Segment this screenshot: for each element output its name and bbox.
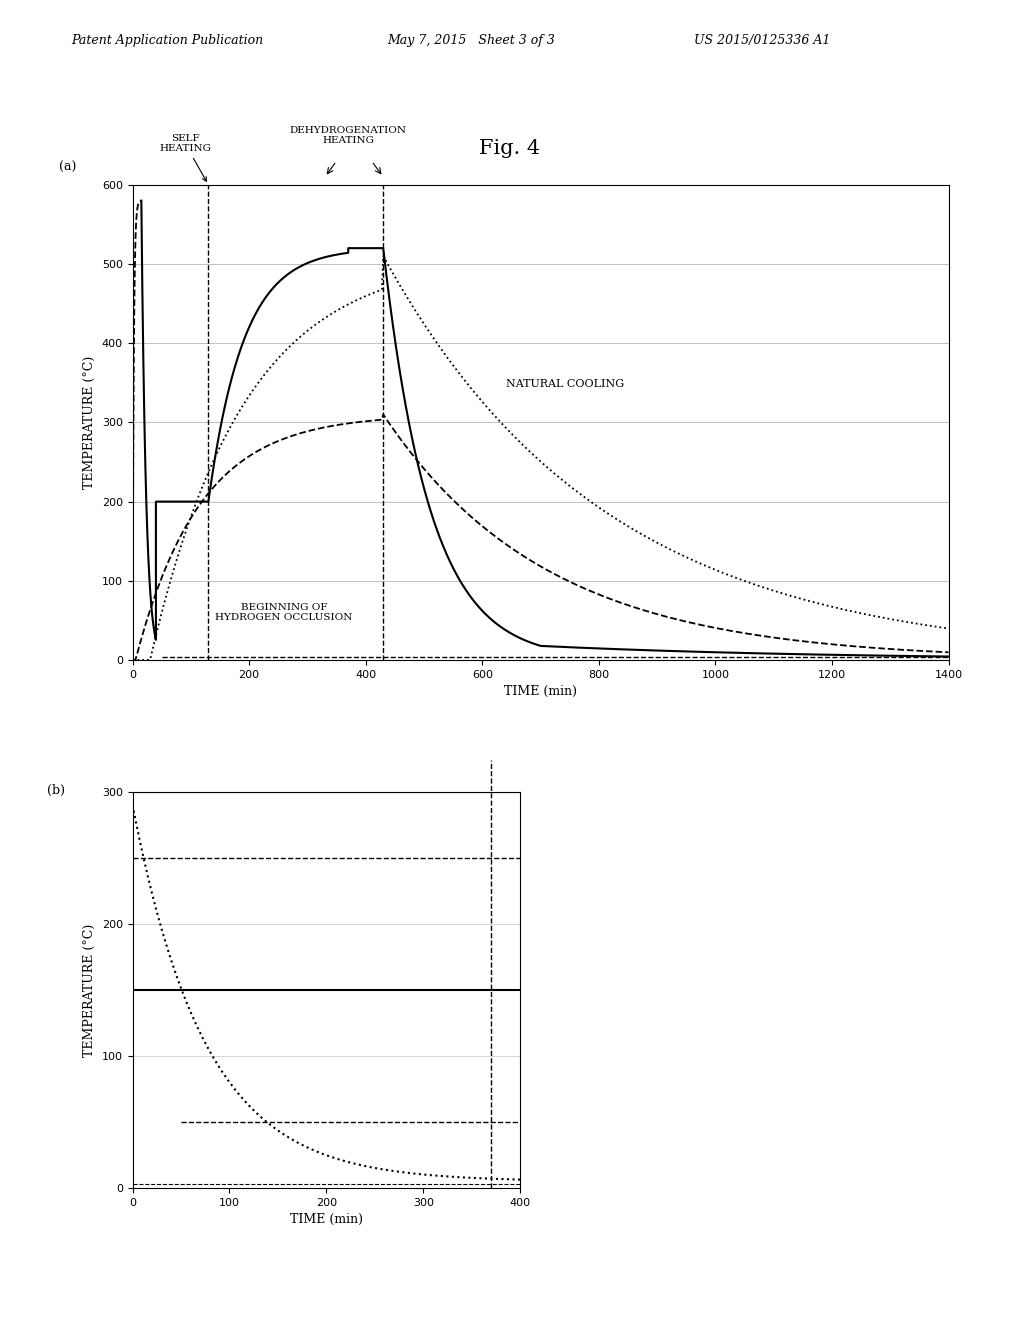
Text: (a): (a) — [59, 161, 76, 174]
X-axis label: TIME (min): TIME (min) — [289, 1213, 363, 1226]
X-axis label: TIME (min): TIME (min) — [503, 685, 577, 698]
Text: NATURAL COOLING: NATURAL COOLING — [505, 379, 624, 389]
Text: DEHYDROGENATION
HEATING: DEHYDROGENATION HEATING — [289, 125, 407, 145]
Text: US 2015/0125336 A1: US 2015/0125336 A1 — [693, 34, 829, 48]
Text: (b): (b) — [47, 784, 65, 797]
Text: BEGINNING OF
HYDROGEN OCCLUSION: BEGINNING OF HYDROGEN OCCLUSION — [215, 603, 353, 623]
Text: SELF
HEATING: SELF HEATING — [159, 133, 211, 181]
Text: May 7, 2015   Sheet 3 of 3: May 7, 2015 Sheet 3 of 3 — [387, 34, 555, 48]
Y-axis label: TEMPERATURE (°C): TEMPERATURE (°C) — [84, 924, 96, 1056]
Text: Fig. 4: Fig. 4 — [479, 139, 540, 157]
Text: Patent Application Publication: Patent Application Publication — [71, 34, 263, 48]
Y-axis label: TEMPERATURE (°C): TEMPERATURE (°C) — [84, 356, 96, 488]
